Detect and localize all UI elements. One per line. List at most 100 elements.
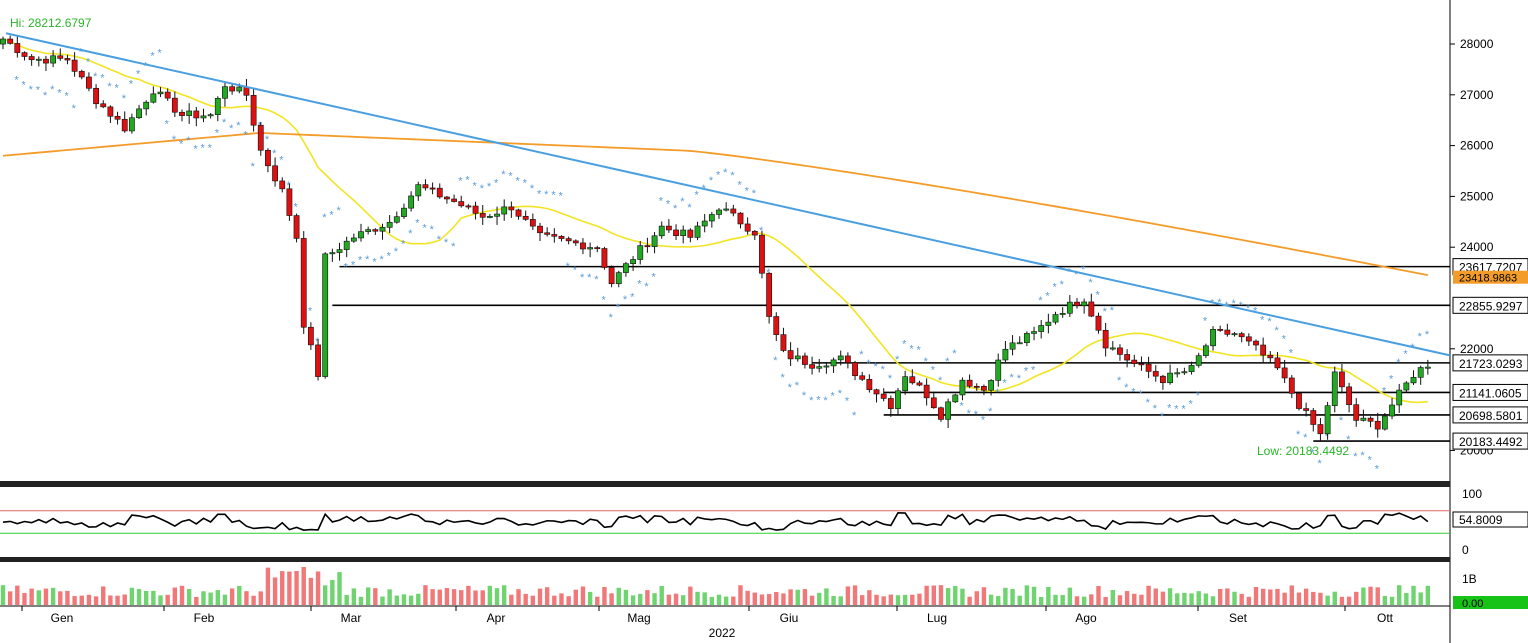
volume-bar [788, 589, 793, 605]
volume-bar [101, 586, 106, 605]
candle-body [923, 384, 930, 399]
psar-point: * [780, 372, 785, 384]
volume-bar [1361, 587, 1366, 605]
psar-point: * [1189, 399, 1194, 411]
volume-bar [702, 592, 707, 605]
psar-point: * [1267, 316, 1272, 328]
psar-point: * [29, 84, 34, 96]
candle-body [1038, 325, 1045, 332]
volume-bar [817, 592, 822, 605]
candle-body [1381, 415, 1388, 430]
psar-point: * [974, 409, 979, 421]
psar-point: * [888, 373, 893, 385]
volume-bar [301, 567, 306, 605]
psar-point: * [573, 265, 578, 277]
price-tick-label: 28000 [1460, 37, 1494, 51]
volume-bar [1053, 594, 1058, 605]
psar-point: * [1389, 373, 1394, 385]
volume-bar [566, 596, 571, 605]
volume-bar [695, 591, 700, 605]
candle-body [1210, 328, 1216, 347]
volume-bar [1339, 596, 1345, 605]
psar-point: * [129, 78, 134, 90]
candle-body [823, 365, 830, 368]
volume-bar [494, 588, 500, 605]
psar-point: * [637, 279, 642, 291]
volume-bar [79, 595, 84, 605]
volume-bar [1225, 588, 1230, 605]
psar-point: * [1317, 458, 1322, 470]
volume-bar [523, 593, 528, 605]
psar-point: * [695, 189, 700, 201]
candle-body [1002, 348, 1009, 361]
candle-body [995, 359, 1002, 381]
candle-body [880, 393, 887, 399]
psar-point: * [272, 148, 277, 160]
psar-point: * [594, 274, 599, 286]
candle-body [938, 407, 944, 420]
volume-bar [315, 571, 321, 605]
volume-bar [473, 590, 478, 605]
volume-bar [7, 591, 13, 605]
panel-divider-volume[interactable] [0, 557, 1450, 562]
candle-body [365, 229, 372, 232]
volume-bar [602, 587, 607, 605]
volume-bar [323, 585, 328, 605]
volume-bar [609, 593, 614, 605]
psar-point: * [537, 188, 542, 200]
psar-point: * [1246, 303, 1251, 315]
candle-body [372, 229, 379, 232]
candle-body [78, 71, 85, 78]
candle-body [1417, 367, 1424, 378]
panel-divider-rsi[interactable] [0, 481, 1450, 487]
volume-bar [917, 593, 922, 605]
psar-point: * [652, 271, 657, 283]
candle-body [966, 379, 973, 387]
candle-body [279, 180, 286, 190]
psar-point: * [1375, 463, 1380, 475]
psar-point: * [36, 85, 41, 97]
candle-body [57, 55, 64, 59]
volume-bar [953, 586, 958, 605]
candle-body [186, 110, 193, 116]
candle-body [730, 208, 737, 214]
psar-point: * [852, 410, 857, 422]
candle-body [701, 220, 708, 227]
psar-point: * [236, 120, 241, 132]
psar-point: * [959, 401, 964, 413]
psar-point: * [122, 93, 127, 105]
candle-body [1066, 301, 1073, 314]
volume-bar [616, 587, 621, 605]
volume-bar [638, 593, 643, 605]
candle-body [830, 359, 837, 367]
candle-body [393, 216, 400, 223]
candle-body [128, 117, 135, 132]
volume-bar [1404, 593, 1409, 605]
psar-point: * [494, 177, 499, 189]
candle-body [1202, 345, 1209, 356]
candle-body [1109, 347, 1116, 350]
psar-point: * [1353, 451, 1358, 463]
psar-point: * [945, 356, 950, 368]
candle-body [959, 379, 966, 396]
candle-body [887, 398, 894, 409]
candle-body [665, 225, 672, 231]
psar-point: * [14, 74, 19, 86]
psar-point: * [229, 123, 234, 135]
psar-point: * [737, 180, 742, 192]
candle-body [766, 272, 773, 317]
psar-point: * [451, 241, 456, 253]
volume-value-box [1453, 596, 1528, 609]
psar-point: * [909, 344, 914, 356]
volume-bar [1275, 588, 1280, 605]
candle-body [336, 249, 343, 253]
psar-point: * [1368, 454, 1373, 466]
volume-bar [1282, 592, 1287, 605]
psar-point: * [79, 47, 84, 59]
psar-point: * [795, 380, 800, 392]
psar-point: * [823, 395, 828, 407]
candle-body [852, 362, 858, 377]
psar-point: * [1095, 290, 1100, 302]
volume-bar [237, 585, 242, 605]
